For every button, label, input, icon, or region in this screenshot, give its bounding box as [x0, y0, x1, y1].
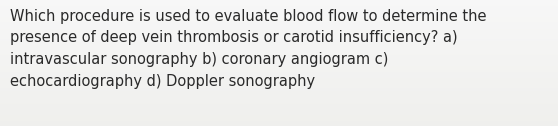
Text: Which procedure is used to evaluate blood flow to determine the
presence of deep: Which procedure is used to evaluate bloo…: [10, 9, 487, 89]
